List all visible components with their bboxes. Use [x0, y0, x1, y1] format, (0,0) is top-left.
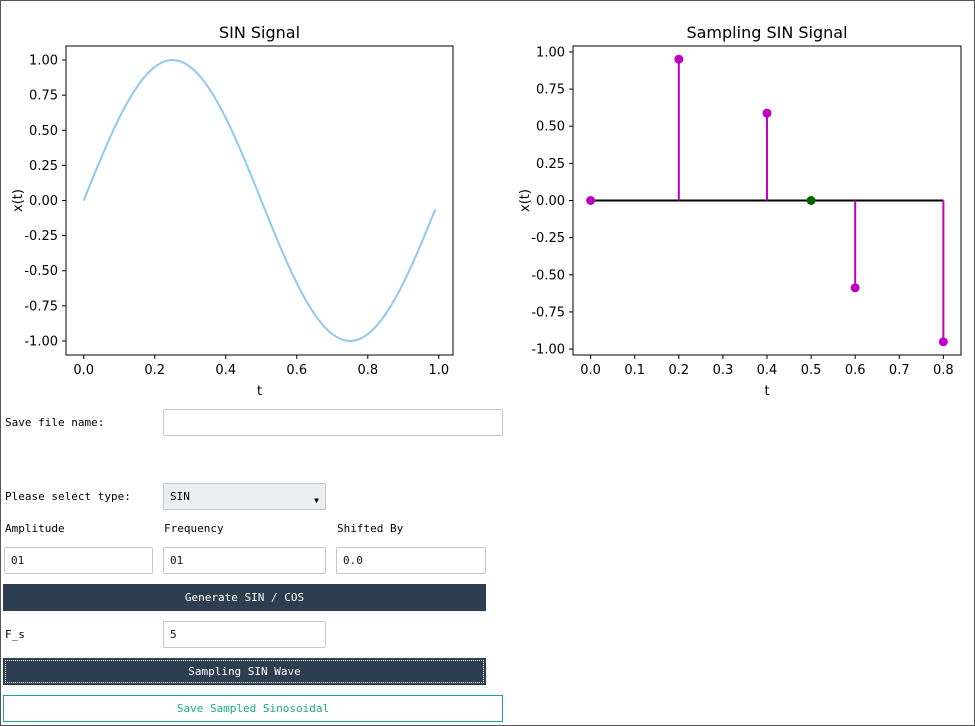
y-tick-label: -1.00	[531, 343, 565, 358]
y-tick-label: -0.25	[531, 231, 565, 246]
x-tick-label: 0.5	[801, 363, 822, 378]
x-tick-label: 0.8	[357, 363, 378, 378]
sample-marker	[850, 283, 860, 293]
sampling-button[interactable]: Sampling SIN Wave	[3, 658, 486, 685]
x-tick-label: 1.0	[428, 363, 449, 378]
x-tick-label: 0.3	[713, 363, 734, 378]
y-tick-label: 0.00	[536, 194, 565, 209]
fs-label: F_s	[5, 628, 25, 641]
plot-frame	[65, 45, 454, 356]
y-tick-label: -0.75	[531, 305, 565, 320]
sin-signal-chart: SIN Signal 0.0 0.2 0.4 0.6 0.8 1.0 1.00 0.75 0.50…	[11, 23, 454, 399]
x-tick-label: 0.2	[668, 363, 689, 378]
sample-marker	[586, 196, 596, 205]
y-tick-label: 0.50	[536, 120, 565, 135]
x-tick-label: 0.0	[73, 363, 94, 378]
x-axis-label: t	[257, 384, 262, 399]
x-tick-label: 0.4	[757, 363, 778, 378]
save-file-input[interactable]	[163, 409, 503, 436]
chart-title: Sampling SIN Signal	[686, 23, 847, 42]
y-tick-label: 0.00	[29, 194, 58, 209]
chart-title: SIN Signal	[219, 23, 300, 42]
sine-wave-line	[82, 59, 437, 342]
x-tick-label: 0.2	[144, 363, 165, 378]
amplitude-input[interactable]	[4, 547, 153, 574]
y-axis-label: x(t)	[518, 189, 533, 212]
y-tick-label: 0.75	[29, 89, 58, 104]
x-tick-label: 0.1	[624, 363, 645, 378]
x-tick-label: 0.6	[845, 363, 866, 378]
zero-crossing-marker	[806, 196, 816, 205]
x-axis-label: t	[764, 384, 769, 399]
plot-frame	[572, 45, 962, 356]
sample-marker	[674, 54, 684, 64]
x-tick-label: 0.8	[933, 363, 954, 378]
y-axis-label: x(t)	[11, 189, 26, 212]
x-tick-label: 0.7	[889, 363, 910, 378]
y-tick-label: 1.00	[536, 45, 565, 60]
x-tick-label: 0.6	[286, 363, 307, 378]
save-file-label: Save file name:	[5, 416, 105, 429]
shift-input[interactable]	[336, 547, 486, 574]
x-tick-label: 0.4	[215, 363, 236, 378]
y-tick-label: -0.25	[24, 229, 58, 244]
sample-marker	[938, 337, 948, 347]
y-tick-label: 0.25	[536, 157, 565, 172]
type-select[interactable]: SIN ▼	[163, 483, 326, 510]
y-tick-label: -0.75	[24, 299, 58, 314]
amplitude-label: Amplitude	[5, 522, 65, 535]
frequency-input[interactable]	[163, 547, 326, 574]
y-tick-label: 0.25	[29, 159, 58, 174]
shift-label: Shifted By	[337, 522, 404, 535]
sample-marker	[762, 108, 772, 118]
save-sampled-button[interactable]: Save Sampled Sinosoidal	[3, 695, 503, 722]
frequency-label: Frequency	[164, 522, 224, 535]
generate-button[interactable]: Generate SIN / COS	[3, 584, 486, 611]
y-tick-label: -0.50	[531, 268, 565, 283]
fs-input[interactable]	[163, 621, 326, 648]
y-tick-label: -0.50	[24, 264, 58, 279]
type-select-value: SIN	[170, 490, 190, 503]
y-tick-label: 0.75	[536, 83, 565, 98]
y-tick-label: 1.00	[29, 54, 58, 69]
y-tick-label: -1.00	[24, 334, 58, 349]
type-label: Please select type:	[5, 490, 131, 503]
x-tick-label: 0.0	[580, 363, 601, 378]
chevron-down-icon: ▼	[314, 496, 319, 505]
y-tick-label: 0.50	[29, 124, 58, 139]
sampling-signal-chart: Sampling SIN Signal 0.0 0.1 0.2 0.3 0.4 0.5 0.6…	[518, 23, 962, 399]
